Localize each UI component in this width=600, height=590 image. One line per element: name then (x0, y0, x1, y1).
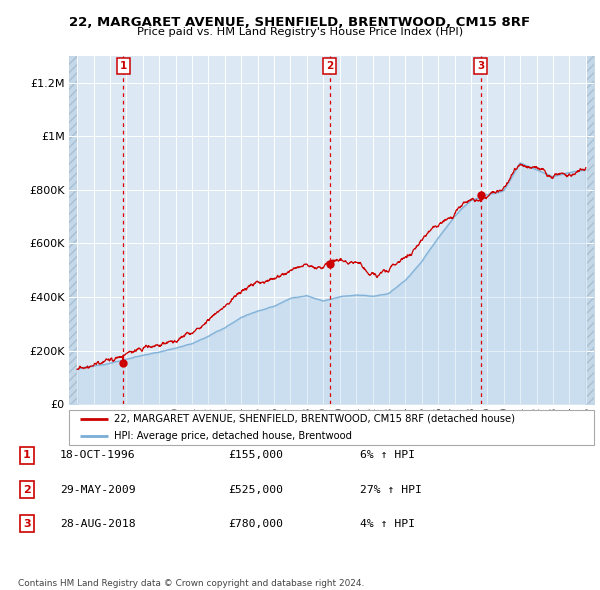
Text: 3: 3 (23, 519, 31, 529)
Text: 27% ↑ HPI: 27% ↑ HPI (360, 485, 422, 494)
Text: 2: 2 (23, 485, 31, 494)
Text: 6% ↑ HPI: 6% ↑ HPI (360, 451, 415, 460)
Text: 1: 1 (119, 61, 127, 71)
Text: 3: 3 (477, 61, 484, 71)
Text: 29-MAY-2009: 29-MAY-2009 (60, 485, 136, 494)
Text: £155,000: £155,000 (228, 451, 283, 460)
Text: HPI: Average price, detached house, Brentwood: HPI: Average price, detached house, Bren… (113, 431, 352, 441)
Text: 18-OCT-1996: 18-OCT-1996 (60, 451, 136, 460)
Text: 22, MARGARET AVENUE, SHENFIELD, BRENTWOOD, CM15 8RF: 22, MARGARET AVENUE, SHENFIELD, BRENTWOO… (70, 16, 530, 29)
Text: 4% ↑ HPI: 4% ↑ HPI (360, 519, 415, 529)
Text: 22, MARGARET AVENUE, SHENFIELD, BRENTWOOD, CM15 8RF (detached house): 22, MARGARET AVENUE, SHENFIELD, BRENTWOO… (113, 414, 515, 424)
Text: Contains HM Land Registry data © Crown copyright and database right 2024.
This d: Contains HM Land Registry data © Crown c… (18, 579, 364, 590)
Text: 2: 2 (326, 61, 334, 71)
FancyBboxPatch shape (69, 409, 594, 445)
Text: Price paid vs. HM Land Registry's House Price Index (HPI): Price paid vs. HM Land Registry's House … (137, 27, 463, 37)
Text: 1: 1 (23, 451, 31, 460)
Text: £525,000: £525,000 (228, 485, 283, 494)
Text: 28-AUG-2018: 28-AUG-2018 (60, 519, 136, 529)
Text: £780,000: £780,000 (228, 519, 283, 529)
